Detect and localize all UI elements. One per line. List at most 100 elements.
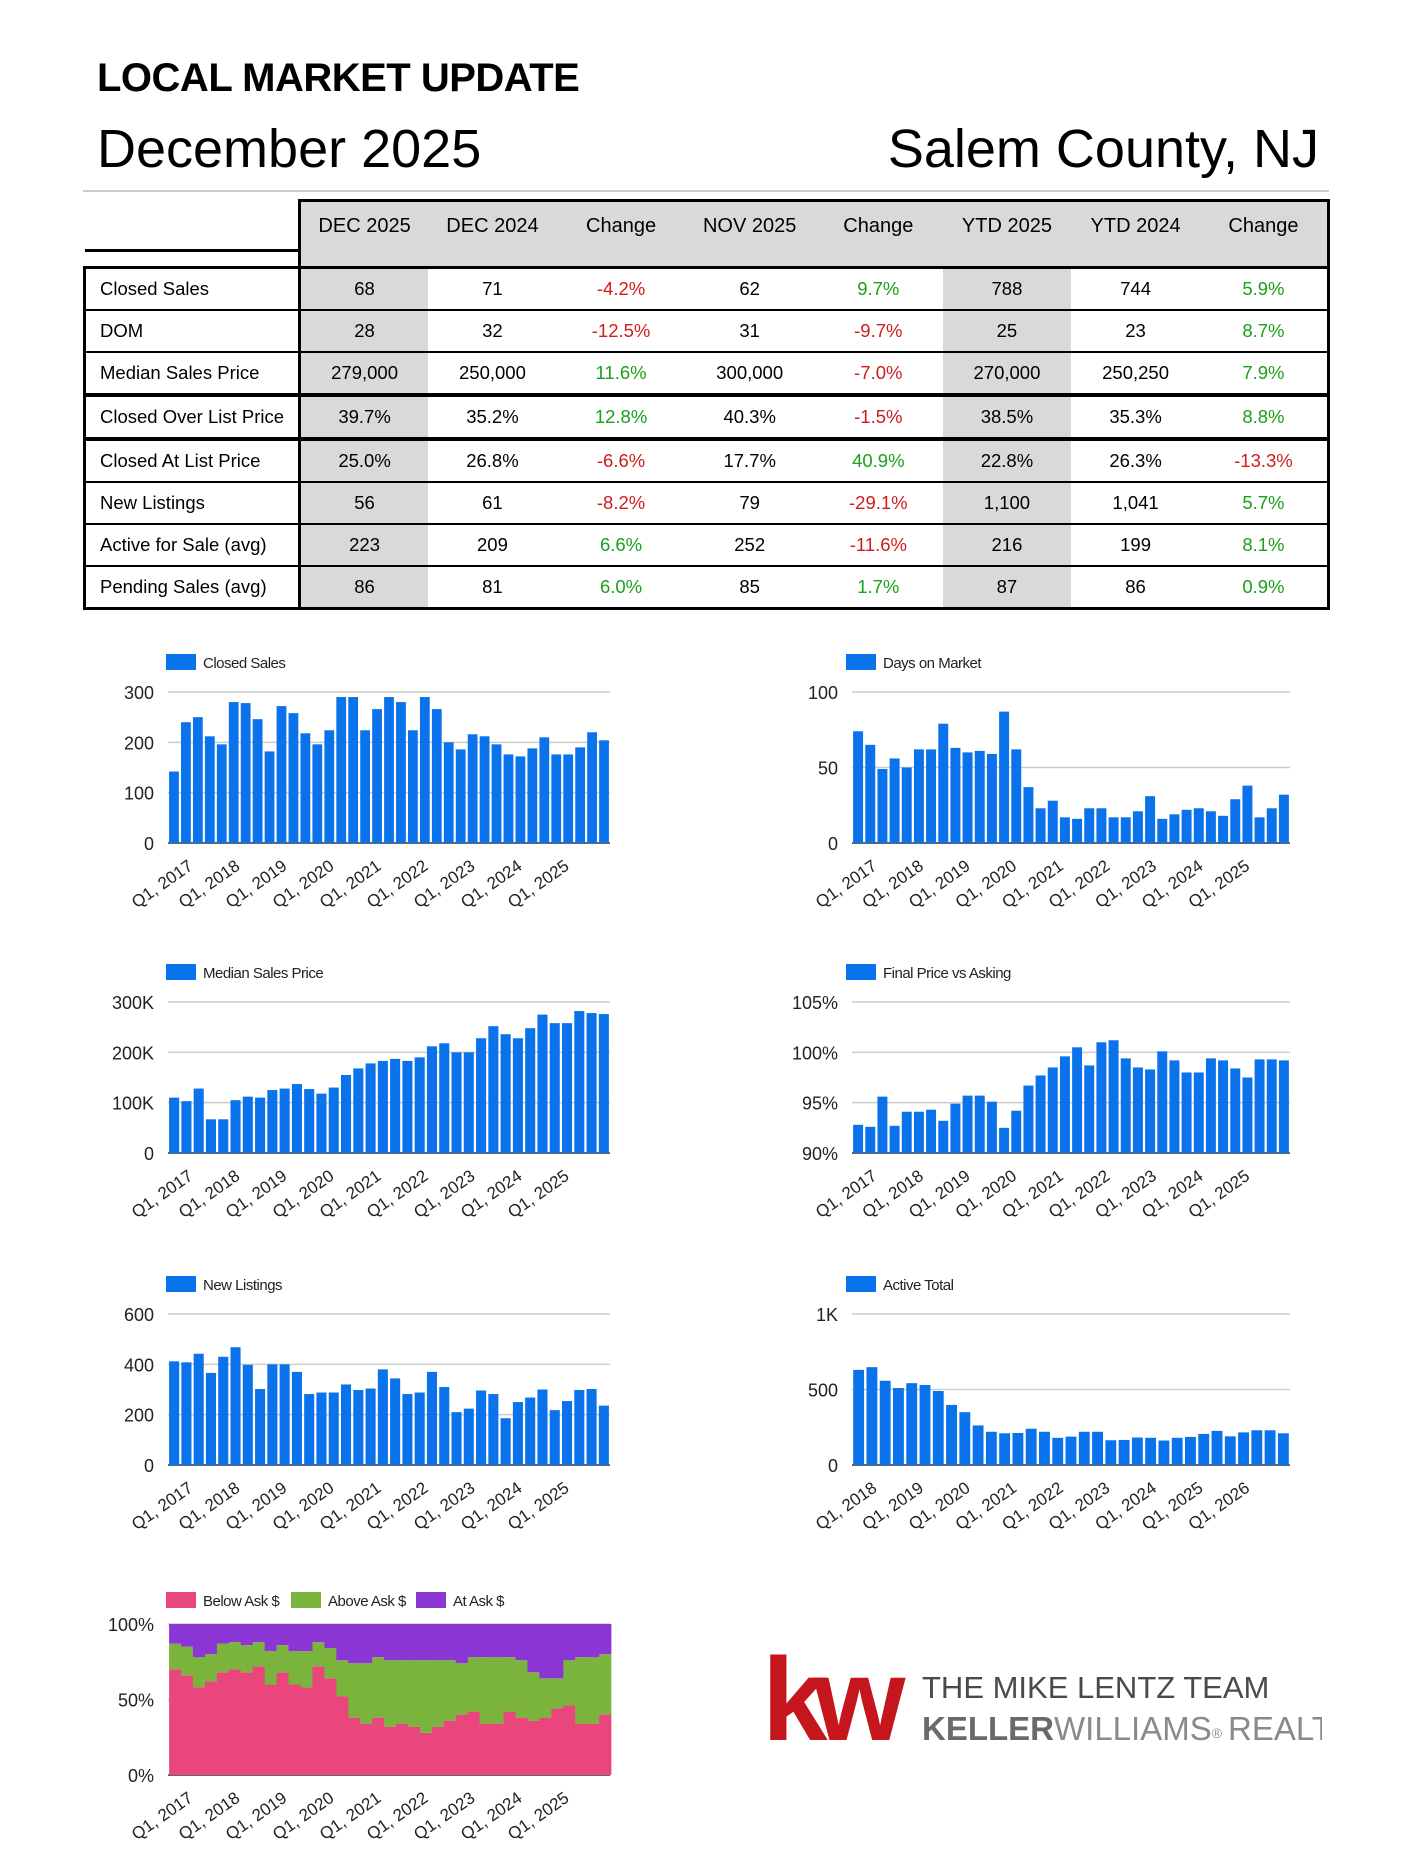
stacked-bar-segment (467, 1657, 480, 1712)
legend-swatch (291, 1592, 321, 1608)
bar (574, 1011, 585, 1153)
stacked-bar-segment (527, 1624, 540, 1673)
bar (1035, 1075, 1046, 1153)
stacked-bar-segment (372, 1624, 385, 1658)
value-cell: 25.0% (299, 438, 429, 483)
stacked-bar-segment (455, 1624, 469, 1664)
bar (1096, 1042, 1107, 1153)
bar (1108, 817, 1119, 843)
stacked-bar-segment (419, 1624, 433, 1661)
y-tick-label: 105% (792, 993, 838, 1013)
stacked-bar-segment (539, 1678, 552, 1718)
value-cell: 17.7% (685, 438, 814, 483)
stacked-bar-segment (324, 1624, 337, 1649)
bar (599, 740, 609, 843)
y-tick-label: 0 (828, 834, 838, 854)
stacked-bar-segment (181, 1646, 194, 1676)
bar (316, 1392, 327, 1465)
bar (1023, 1085, 1034, 1153)
stacked-bar-segment (228, 1642, 242, 1670)
stacked-bar-segment (288, 1624, 301, 1652)
value-cell: 86 (1071, 565, 1200, 610)
stacked-bar-segment (348, 1663, 361, 1718)
legend-label: Active Total (883, 1277, 954, 1294)
legend-swatch (846, 654, 876, 670)
value-cell: 39.7% (299, 394, 429, 441)
y-tick-label: 1K (816, 1305, 838, 1325)
bar (999, 1127, 1010, 1153)
bar (906, 1383, 918, 1465)
bar (1169, 814, 1180, 843)
stacked-bar-segment (563, 1705, 576, 1775)
bar (488, 1394, 499, 1465)
change-cell: -4.2% (556, 267, 686, 311)
change-cell: -12.5% (556, 309, 686, 353)
stacked-bar-segment (503, 1624, 516, 1658)
row-label: Closed Sales (83, 267, 301, 311)
bar (419, 697, 430, 843)
bar (853, 1369, 865, 1465)
bar (974, 750, 985, 843)
bar (479, 736, 490, 843)
bar (267, 1090, 278, 1153)
bar (503, 754, 514, 843)
legend-swatch (166, 1276, 196, 1292)
bar (288, 713, 299, 843)
value-cell: 79 (685, 481, 814, 525)
bar (512, 1038, 523, 1153)
bar (561, 1401, 573, 1465)
value-cell: 40.3% (685, 394, 814, 441)
stacked-bar-segment (252, 1666, 265, 1775)
bar (316, 1093, 327, 1153)
column-header: YTD 2025 (942, 199, 1072, 250)
bar (1193, 808, 1204, 843)
stacked-bar-segment (240, 1624, 253, 1646)
bar (539, 737, 550, 843)
bar (1084, 1065, 1095, 1153)
bar (598, 1014, 609, 1153)
bar (218, 1119, 229, 1153)
bar (1108, 1040, 1119, 1153)
bar (1224, 1436, 1236, 1465)
change-cell: 8.8% (1199, 394, 1330, 441)
stacked-bar-segment (169, 1624, 182, 1644)
value-cell: 250,250 (1071, 351, 1200, 397)
column-header: DEC 2024 (428, 199, 557, 250)
bar (853, 1124, 864, 1153)
value-cell: 199 (1071, 523, 1200, 567)
value-cell: 31 (685, 309, 814, 353)
logo-brand-name: KELLERWILLIAMS® REALTY (922, 1710, 1322, 1747)
y-tick-label: 95% (802, 1094, 838, 1114)
report-date: December 2025 (97, 119, 482, 179)
bar (962, 752, 973, 843)
bars-group (169, 1347, 609, 1465)
stacked-bar-segment (407, 1660, 421, 1727)
stacked-bar-segment (527, 1672, 540, 1721)
legend-swatch (166, 654, 196, 670)
bar (525, 1028, 536, 1153)
row-label: Median Sales Price (83, 351, 301, 397)
value-cell: 300,000 (685, 351, 814, 397)
stacked-bar-segment (204, 1624, 218, 1655)
value-cell: 23 (1071, 309, 1200, 353)
bar (865, 744, 876, 843)
stacked-bar-segment (396, 1624, 409, 1661)
bar (407, 730, 418, 843)
value-cell: 28 (299, 309, 429, 353)
bar (586, 1013, 597, 1153)
change-cell: -11.6% (814, 523, 943, 567)
bar (999, 1433, 1011, 1465)
bar (598, 1405, 609, 1465)
bar (348, 697, 359, 843)
stacked-bar-segment (169, 1669, 182, 1775)
change-cell: 40.9% (814, 438, 943, 483)
bar (181, 1101, 192, 1153)
bar (402, 1060, 413, 1153)
report-location: Salem County, NJ (887, 119, 1319, 179)
stacked-bar-segment (419, 1660, 433, 1733)
bar (402, 1394, 413, 1465)
change-cell: 8.1% (1199, 523, 1330, 567)
bar (365, 1063, 376, 1153)
stacked-bar-segment (324, 1648, 337, 1679)
